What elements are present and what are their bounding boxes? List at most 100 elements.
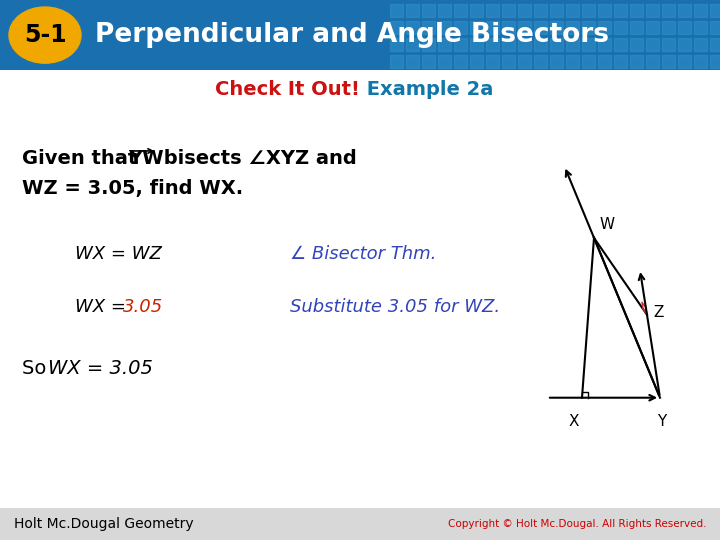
Bar [422, 21, 435, 34]
Bar [470, 4, 483, 17]
Text: YW: YW [128, 149, 163, 168]
Bar [550, 55, 563, 68]
Text: WX = 3.05: WX = 3.05 [48, 359, 153, 378]
Bar [486, 55, 499, 68]
Bar [438, 55, 451, 68]
Bar [678, 21, 691, 34]
Bar [662, 21, 675, 34]
Bar [454, 4, 467, 17]
Bar [678, 38, 691, 51]
Bar [582, 55, 595, 68]
Text: WZ = 3.05, find WX.: WZ = 3.05, find WX. [22, 179, 243, 198]
Bar [646, 38, 659, 51]
Bar [710, 38, 720, 51]
Bar [534, 55, 547, 68]
Bar [422, 4, 435, 17]
Bar [470, 21, 483, 34]
Text: Check It Out!: Check It Out! [215, 79, 360, 99]
Bar [470, 38, 483, 51]
Bar [454, 55, 467, 68]
Bar [406, 38, 419, 51]
Bar [598, 4, 611, 17]
Bar [518, 55, 531, 68]
Bar [598, 21, 611, 34]
Bar [550, 38, 563, 51]
Text: Substitute 3.05 for WZ.: Substitute 3.05 for WZ. [290, 298, 500, 316]
Bar [390, 21, 403, 34]
Bar [710, 21, 720, 34]
Bar [678, 4, 691, 17]
Bar [486, 21, 499, 34]
Bar [534, 4, 547, 17]
Text: X: X [569, 414, 580, 429]
Bar [614, 38, 627, 51]
Bar [534, 38, 547, 51]
Bar [646, 55, 659, 68]
Bar [422, 38, 435, 51]
Bar [710, 4, 720, 17]
Bar [710, 55, 720, 68]
Text: ∠ Bisector Thm.: ∠ Bisector Thm. [290, 245, 436, 263]
Text: W: W [599, 217, 614, 232]
Bar [486, 38, 499, 51]
Bar [550, 21, 563, 34]
Bar [454, 21, 467, 34]
Bar [390, 38, 403, 51]
Bar [470, 55, 483, 68]
Bar [406, 4, 419, 17]
Bar [614, 55, 627, 68]
Text: So: So [22, 359, 53, 378]
Bar [598, 55, 611, 68]
Text: Perpendicular and Angle Bisectors: Perpendicular and Angle Bisectors [95, 22, 609, 48]
Bar [678, 55, 691, 68]
Bar [502, 4, 515, 17]
Bar [614, 4, 627, 17]
Text: WX = WZ: WX = WZ [75, 245, 162, 263]
Bar [646, 4, 659, 17]
Bar [694, 55, 707, 68]
Bar [582, 4, 595, 17]
Bar [518, 38, 531, 51]
Text: 3.05: 3.05 [123, 298, 163, 316]
Bar [598, 38, 611, 51]
Bar [518, 4, 531, 17]
Bar [630, 4, 643, 17]
Bar [390, 55, 403, 68]
Bar [630, 38, 643, 51]
Text: bisects ∠XYZ and: bisects ∠XYZ and [157, 149, 356, 168]
Text: Z: Z [653, 305, 663, 320]
Bar [694, 38, 707, 51]
Bar [566, 55, 579, 68]
Bar [534, 21, 547, 34]
Bar [566, 38, 579, 51]
Bar [454, 38, 467, 51]
Bar [614, 21, 627, 34]
Bar [566, 21, 579, 34]
Bar [518, 21, 531, 34]
Bar [582, 21, 595, 34]
Bar [646, 21, 659, 34]
Text: WX =: WX = [75, 298, 132, 316]
Bar [582, 38, 595, 51]
Bar [630, 21, 643, 34]
Bar [662, 55, 675, 68]
Bar [406, 21, 419, 34]
Text: Given that: Given that [22, 149, 144, 168]
Bar [438, 38, 451, 51]
Bar [502, 38, 515, 51]
Bar [662, 38, 675, 51]
Bar [502, 21, 515, 34]
Bar [390, 4, 403, 17]
Bar [662, 4, 675, 17]
Bar [630, 55, 643, 68]
Bar [438, 21, 451, 34]
Text: Example 2a: Example 2a [360, 79, 493, 99]
Text: Copyright © Holt Mc.Dougal. All Rights Reserved.: Copyright © Holt Mc.Dougal. All Rights R… [448, 519, 706, 529]
Text: 5-1: 5-1 [24, 23, 66, 47]
Bar [422, 55, 435, 68]
Bar [550, 4, 563, 17]
Bar [694, 4, 707, 17]
Bar [486, 4, 499, 17]
Text: Y: Y [657, 414, 667, 429]
Ellipse shape [9, 7, 81, 63]
